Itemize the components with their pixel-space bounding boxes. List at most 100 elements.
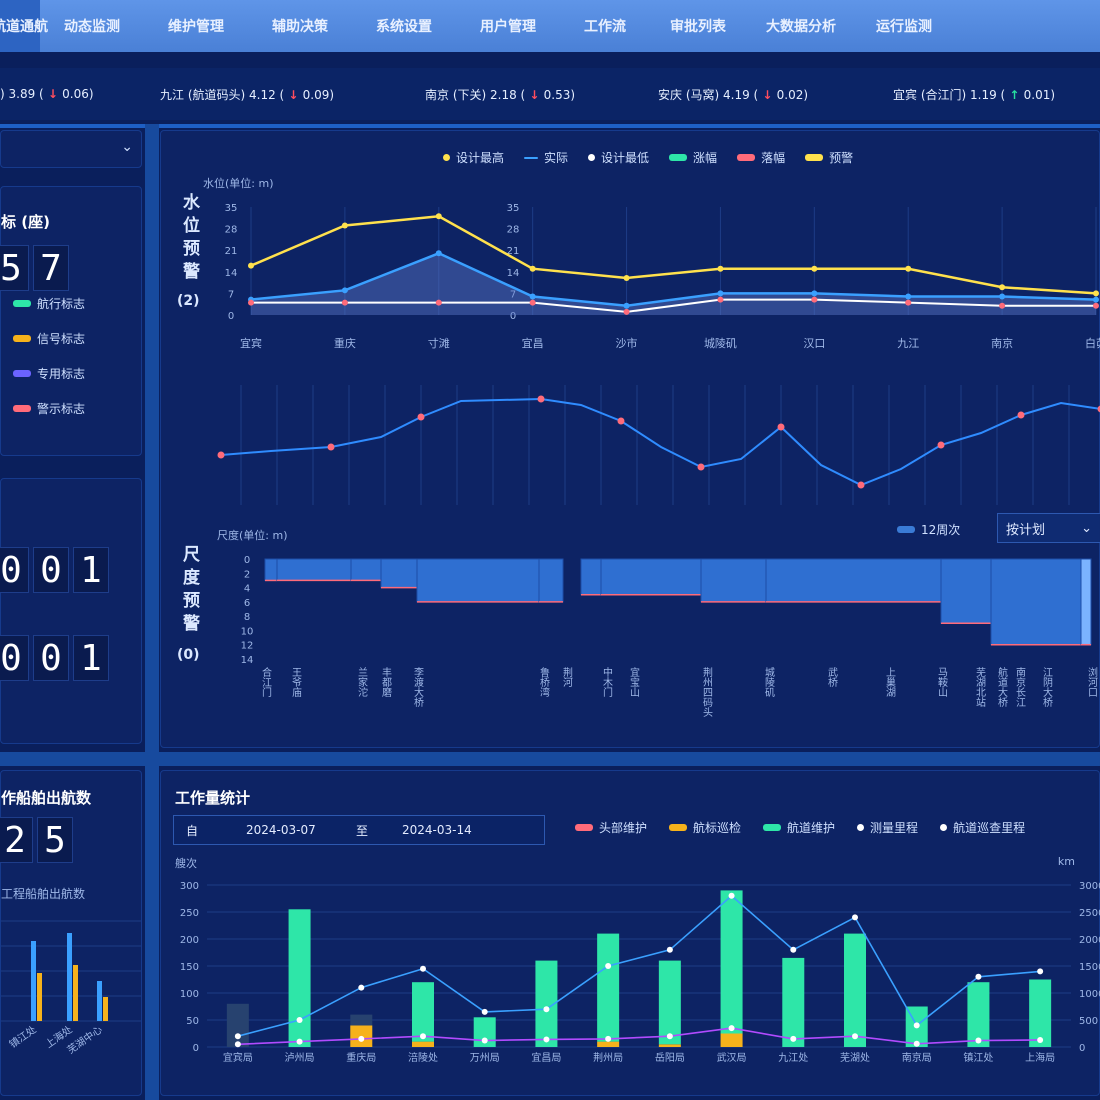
marks-legend-item: 专用标志	[13, 365, 85, 382]
legend-item[interactable]: 航标巡检	[669, 819, 741, 836]
data-point	[341, 299, 348, 306]
nav-tab[interactable]: 动态监测	[64, 19, 120, 35]
x-tick-label: 宜宾局	[223, 1051, 253, 1064]
station-point	[1097, 405, 1100, 413]
legend-label: 涨幅	[693, 151, 718, 165]
ticker-item: ) 3.89 ( ↓ 0.06)	[0, 87, 94, 101]
legend-marker	[737, 154, 756, 161]
nav-tab[interactable]: 工作流	[584, 19, 626, 35]
y-tick-label: 35	[507, 203, 520, 214]
nav-tab[interactable]: 辅助决策	[272, 19, 328, 35]
station-point	[937, 441, 945, 449]
nav-tab[interactable]: 维护管理	[168, 19, 224, 35]
y2-tick-label: 1500	[1079, 962, 1100, 973]
bar	[720, 890, 743, 1034]
ticker-item: 安庆 (马窝) 4.19 ( ↓ 0.02)	[658, 86, 808, 103]
date-to[interactable]: 2024-03-14	[402, 823, 472, 837]
station-label: 中木门	[601, 666, 613, 698]
y-tick-label: 14	[225, 268, 238, 279]
data-point	[717, 265, 724, 272]
x-tick-label: 重庆	[334, 336, 356, 350]
data-point	[905, 293, 912, 300]
ticker-delta: 0.06)	[62, 87, 94, 101]
data-point	[248, 299, 254, 306]
depth-legend: 12周次	[897, 521, 960, 538]
legend-marker	[940, 824, 948, 831]
station-label: 上巢湖	[884, 667, 896, 698]
ticker-station: 宜宾 (合江门)	[893, 87, 970, 102]
data-point	[605, 963, 612, 969]
work-title: 工作量统计	[175, 789, 251, 807]
data-point	[341, 287, 348, 294]
data-point	[913, 1022, 920, 1029]
depth-plan-value: 按计划	[1006, 522, 1046, 538]
y-tick-label: 8	[244, 612, 250, 623]
legend-item[interactable]: 航道巡查里程	[940, 819, 1025, 836]
data-point	[1093, 302, 1099, 309]
data-point	[248, 262, 254, 269]
y-tick-label: 2	[244, 569, 250, 580]
nav-tab[interactable]: 航道通航	[0, 0, 48, 52]
station-dropdown[interactable]: ⌄	[0, 130, 142, 168]
digit: 1	[73, 635, 109, 681]
legend-item[interactable]: 涨幅	[669, 149, 717, 166]
y2-tick-label: 1000	[1079, 989, 1100, 1000]
nav-tab[interactable]: 用户管理	[480, 19, 536, 35]
y-tick-label: 200	[180, 935, 199, 946]
data-point	[999, 302, 1006, 309]
legend-item[interactable]: 航道维护	[763, 819, 835, 836]
date-range-picker[interactable]: 自 2024-03-07 至 2024-03-14	[173, 815, 545, 845]
date-from[interactable]: 2024-03-07	[246, 823, 316, 837]
depth-bar	[416, 558, 540, 603]
x-tick-label: 南京局	[902, 1051, 932, 1064]
water-warning-title: 水位预警	[179, 193, 199, 285]
nav-tab[interactable]: 运行监测	[876, 19, 932, 35]
data-point	[905, 299, 912, 306]
arrow-up-icon: ↑	[1005, 87, 1024, 102]
station-label: 航道大桥	[996, 666, 1008, 708]
legend-label: 信号标志	[37, 332, 86, 346]
nav-tab[interactable]: 系统设置	[376, 19, 432, 35]
legend-item[interactable]: 预警	[805, 149, 853, 166]
digit: 7	[33, 245, 69, 291]
y-tick-label: 0	[510, 311, 516, 322]
ticker-delta: 0.09)	[302, 87, 335, 102]
data-point	[623, 308, 630, 315]
legend-item[interactable]: 设计最低	[588, 149, 649, 166]
legend-item[interactable]: 落幅	[737, 149, 785, 166]
station-point	[857, 481, 865, 489]
data-point	[481, 1008, 488, 1015]
legend-marker	[669, 154, 688, 161]
y-tick-label: 250	[180, 908, 199, 919]
depth-bar	[538, 558, 564, 603]
bar	[1029, 979, 1052, 1047]
water-panel: 水位预警 (2) 水位(单位: m) 设计最高 实际 设计最低 涨幅 落幅 预警 0 0 7 7…	[160, 130, 1100, 748]
legend-item[interactable]: 测量里程	[857, 819, 918, 836]
date-from-label: 自	[186, 823, 199, 838]
data-point	[296, 1038, 303, 1045]
ticker-station: 南京 (下关)	[425, 87, 490, 102]
nav-tab[interactable]: 审批列表	[670, 19, 726, 35]
depth-bar	[765, 558, 942, 603]
depth-plan-dropdown[interactable]: 按计划 ⌄	[997, 513, 1100, 543]
legend-item[interactable]: 头部维护	[575, 819, 647, 836]
station-point	[1017, 411, 1025, 419]
bar	[31, 941, 36, 1021]
station-label: 马鞍山	[936, 667, 948, 697]
ticker-station: 安庆 (马窝)	[658, 87, 723, 102]
station-label: 李渡大桥	[412, 666, 424, 708]
legend-item[interactable]: 实际	[524, 149, 568, 166]
data-point	[811, 265, 818, 272]
legend-label: 航行标志	[37, 297, 86, 311]
legend-item[interactable]: 设计最高	[443, 149, 504, 166]
depth-bar	[380, 558, 418, 589]
nav-tab[interactable]: 大数据分析	[766, 19, 836, 35]
station-label: 鲁桥湾	[538, 666, 550, 698]
x-tick-label: 宜昌	[522, 336, 544, 350]
marks-title: 标 (座)	[1, 213, 50, 231]
bar	[288, 909, 311, 1047]
